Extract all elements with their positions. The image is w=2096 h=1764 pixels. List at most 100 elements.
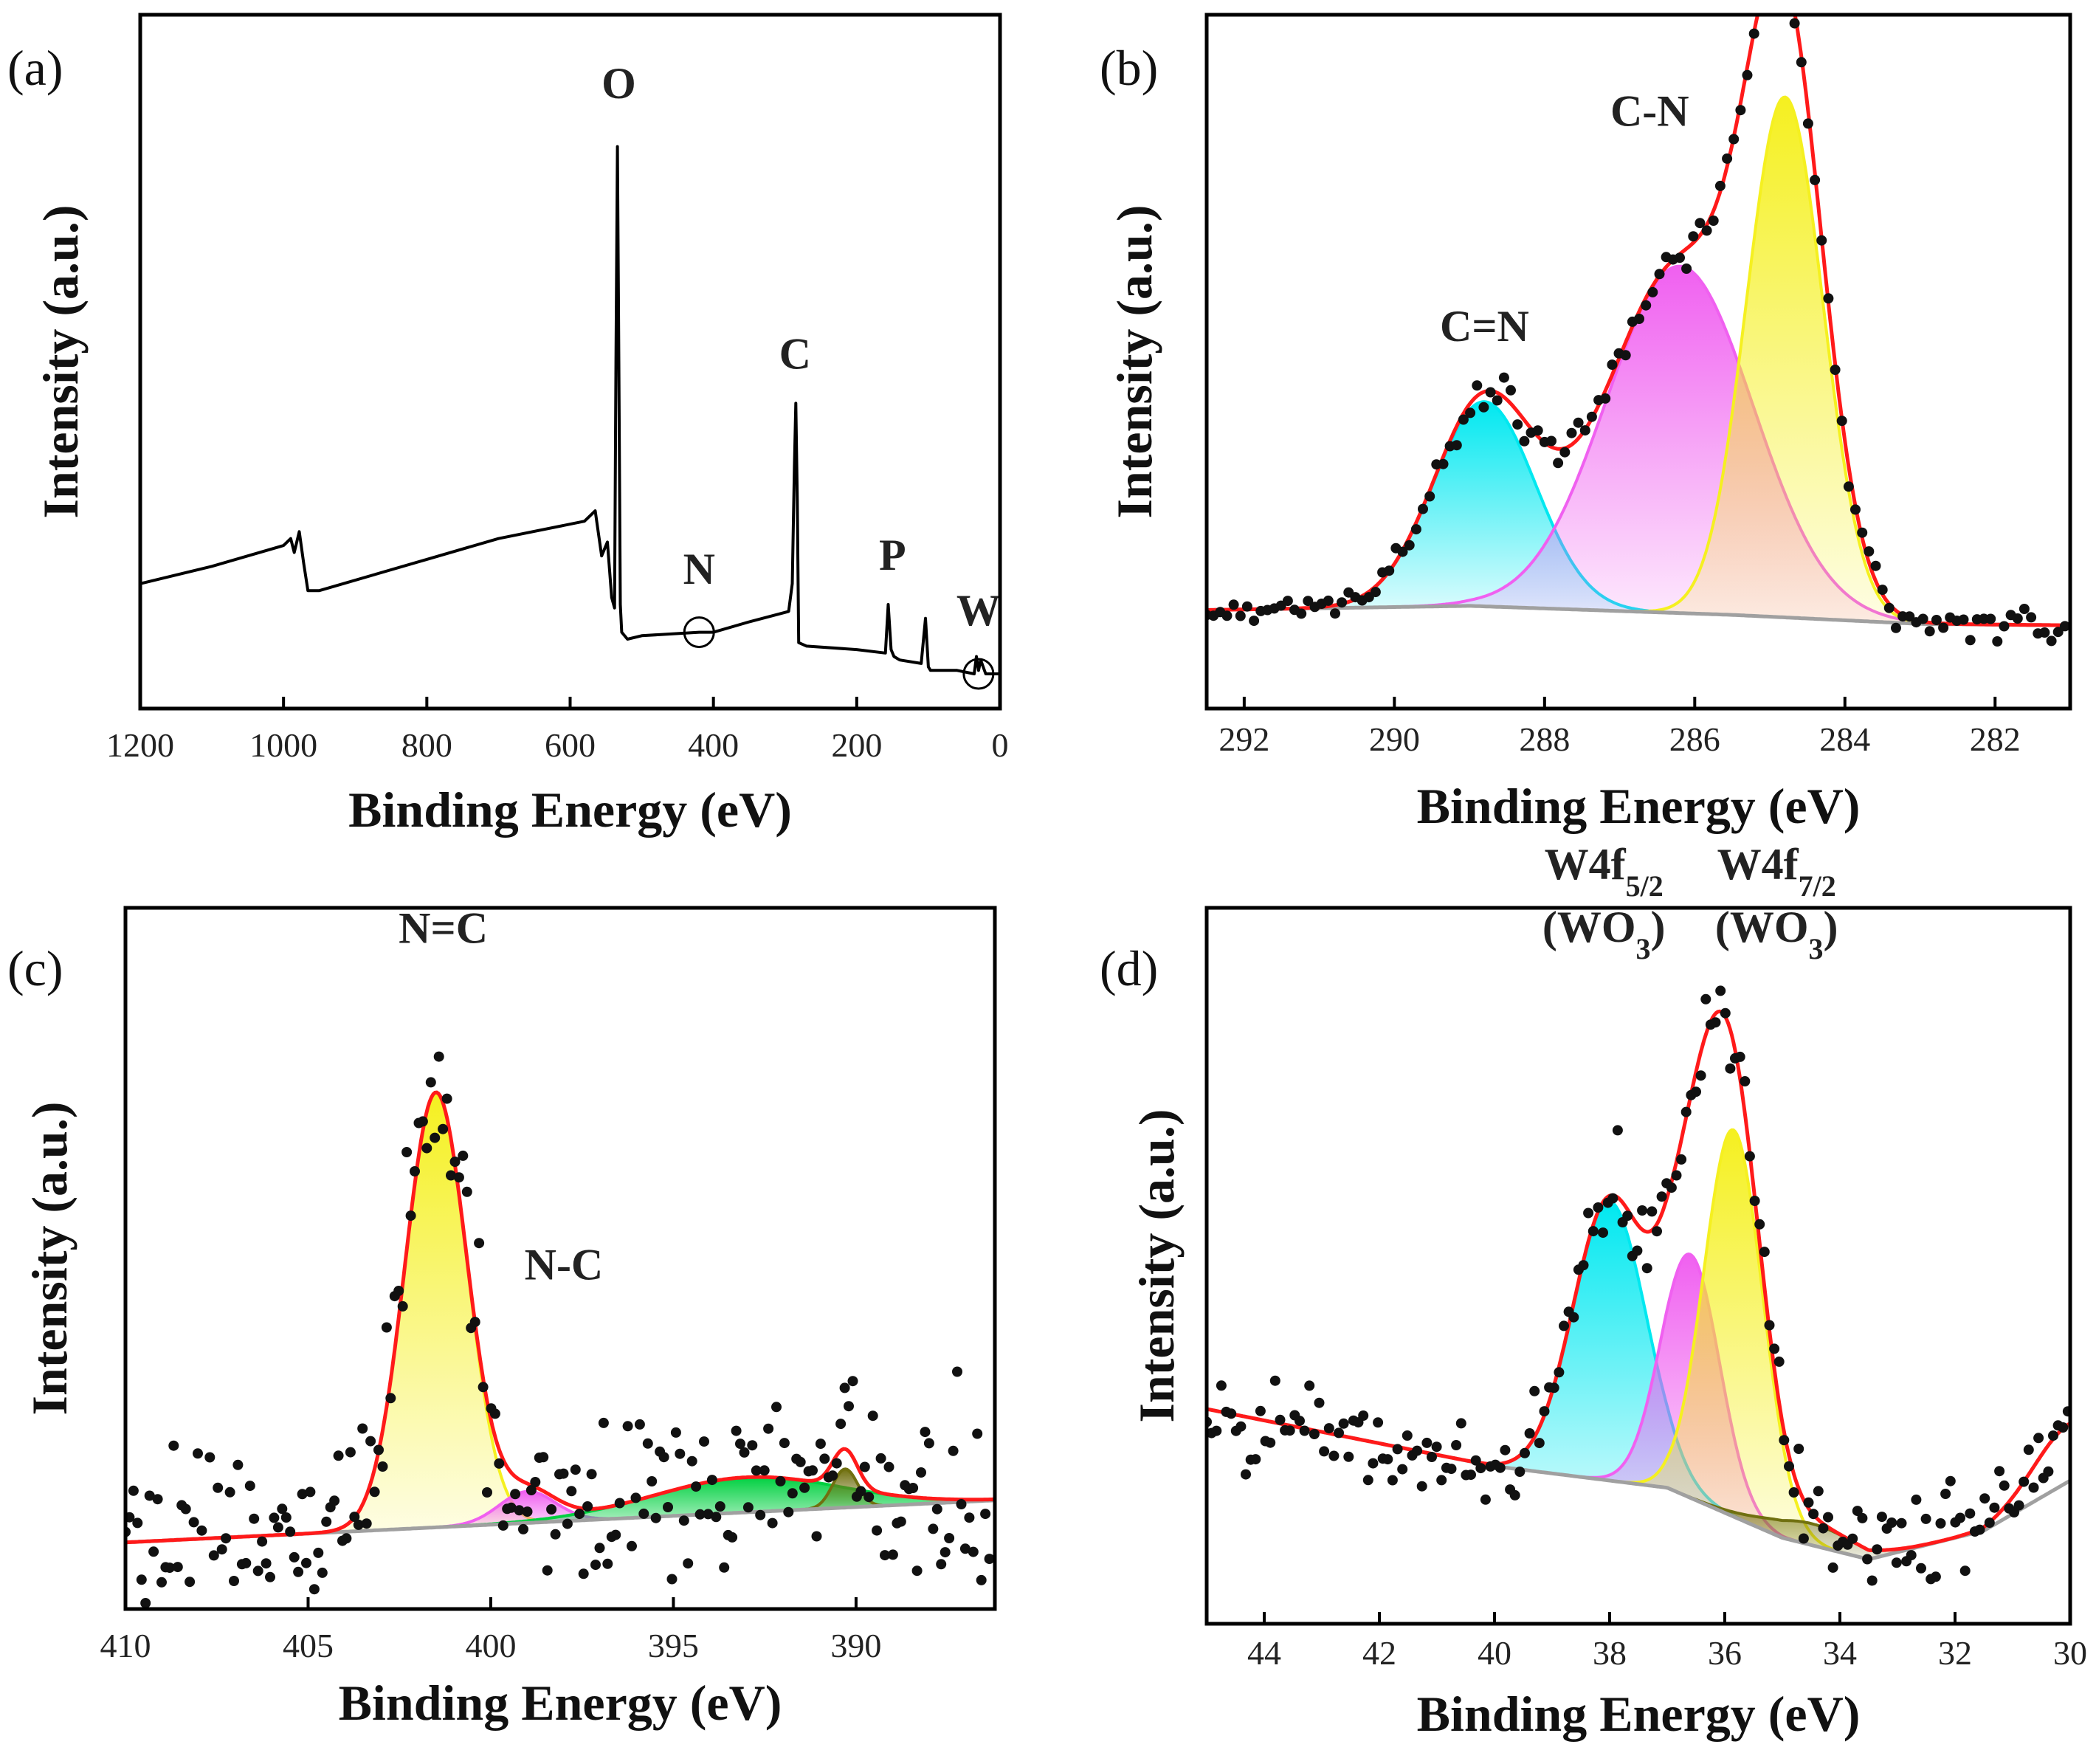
- data-point: [1773, 1356, 1785, 1367]
- data-point: [1586, 411, 1597, 422]
- data-point: [883, 1461, 894, 1472]
- data-point: [731, 1425, 742, 1436]
- data-point: [844, 1401, 854, 1412]
- panel-label: (d): [1100, 940, 1158, 996]
- data-point: [678, 1515, 689, 1526]
- circle-marker: [683, 616, 715, 649]
- data-point: [272, 1522, 283, 1533]
- data-point: [1647, 1206, 1658, 1217]
- data-point: [280, 1512, 292, 1523]
- data-point: [1553, 458, 1564, 469]
- data-point: [1607, 1193, 1618, 1204]
- data-point: [1216, 1380, 1227, 1391]
- data-point: [638, 1508, 649, 1519]
- data-point: [1896, 1517, 1907, 1529]
- x-axis-title: Binding Energy (eV): [1417, 1686, 1861, 1742]
- data-point: [128, 1485, 139, 1496]
- fit-envelope-line: [125, 1090, 995, 1545]
- data-point: [349, 1512, 360, 1523]
- data-point: [1362, 1475, 1373, 1486]
- data-point: [972, 1428, 983, 1439]
- data-point: [1906, 1550, 1917, 1561]
- plot-frame: [123, 906, 997, 1611]
- data-point: [1241, 601, 1252, 612]
- data-point: [2046, 635, 2057, 647]
- data-point: [787, 1488, 798, 1499]
- data-point: [506, 1502, 517, 1513]
- data-point: [148, 1546, 159, 1557]
- data-point: [1784, 1461, 1794, 1472]
- data-point: [916, 1467, 926, 1478]
- x-tick-label: 36: [1708, 1634, 1742, 1672]
- data-point: [923, 1438, 934, 1449]
- data-point: [1974, 1524, 1985, 1535]
- data-point: [277, 1503, 288, 1515]
- data-point: [2028, 1482, 2039, 1493]
- data-point: [180, 1503, 191, 1515]
- data-point: [630, 1492, 641, 1503]
- data-point: [751, 1465, 762, 1476]
- data-point: [216, 1544, 227, 1555]
- data-point: [341, 1533, 352, 1544]
- data-point: [1573, 417, 1584, 428]
- data-point: [1965, 635, 1976, 646]
- data-point: [1512, 419, 1523, 430]
- data-point: [799, 1482, 810, 1493]
- data-point: [1211, 1425, 1222, 1436]
- data-point: [783, 1506, 794, 1517]
- data-point: [1938, 622, 1949, 633]
- data-point: [1384, 565, 1395, 576]
- data-point: [1891, 1557, 1902, 1568]
- data-point: [727, 1532, 738, 1543]
- data-point: [421, 1143, 432, 1154]
- data-point: [369, 1486, 380, 1498]
- data-point: [827, 1470, 838, 1481]
- data-point: [1370, 587, 1381, 598]
- panel-a: (a) O C N P W 1200 1000 800 600 400 200 0 Binding Ene…: [7, 13, 1009, 838]
- data-point: [196, 1525, 207, 1536]
- data-point: [1519, 435, 1530, 447]
- data-point: [1235, 610, 1246, 621]
- x-tick-label: 40: [1478, 1634, 1511, 1672]
- data-point: [2043, 1466, 2054, 1477]
- data-point: [586, 1469, 597, 1480]
- data-point: [1641, 1263, 1652, 1274]
- data-point: [1862, 1554, 1873, 1565]
- data-point: [1284, 1425, 1295, 1436]
- data-point: [489, 1408, 500, 1419]
- data-point: [1886, 1517, 1897, 1528]
- data-point: [405, 1210, 416, 1222]
- data-point: [908, 1483, 919, 1493]
- data-point: [694, 1509, 706, 1520]
- data-point: [1917, 613, 1928, 624]
- data-point: [289, 1551, 300, 1563]
- data-point: [670, 1427, 681, 1438]
- x-tick-label: 395: [648, 1627, 699, 1664]
- data-point: [1404, 540, 1415, 551]
- data-point: [952, 1366, 962, 1377]
- data-point: [1816, 235, 1827, 246]
- data-point: [385, 1393, 396, 1404]
- data-point: [1337, 597, 1348, 608]
- data-point: [152, 1494, 163, 1505]
- data-point: [1710, 1017, 1721, 1028]
- data-point: [1328, 1450, 1340, 1461]
- data-point: [686, 1455, 697, 1467]
- data-point: [252, 1565, 263, 1577]
- data-point: [1930, 1571, 1941, 1582]
- data-point: [1864, 546, 1875, 557]
- data-point: [1607, 359, 1618, 371]
- data-point: [1681, 263, 1692, 274]
- data-point: [735, 1439, 745, 1450]
- data-point: [1715, 985, 1726, 996]
- data-point: [144, 1490, 155, 1501]
- data-point: [920, 1427, 931, 1438]
- data-point: [265, 1571, 275, 1582]
- data-point: [1654, 269, 1665, 280]
- peak-label-p: P: [879, 531, 906, 579]
- data-point: [610, 1529, 621, 1540]
- panel-label: (c): [7, 940, 63, 996]
- data-point: [1788, 1487, 1799, 1498]
- data-point: [1509, 1489, 1520, 1501]
- data-point: [1221, 610, 1233, 621]
